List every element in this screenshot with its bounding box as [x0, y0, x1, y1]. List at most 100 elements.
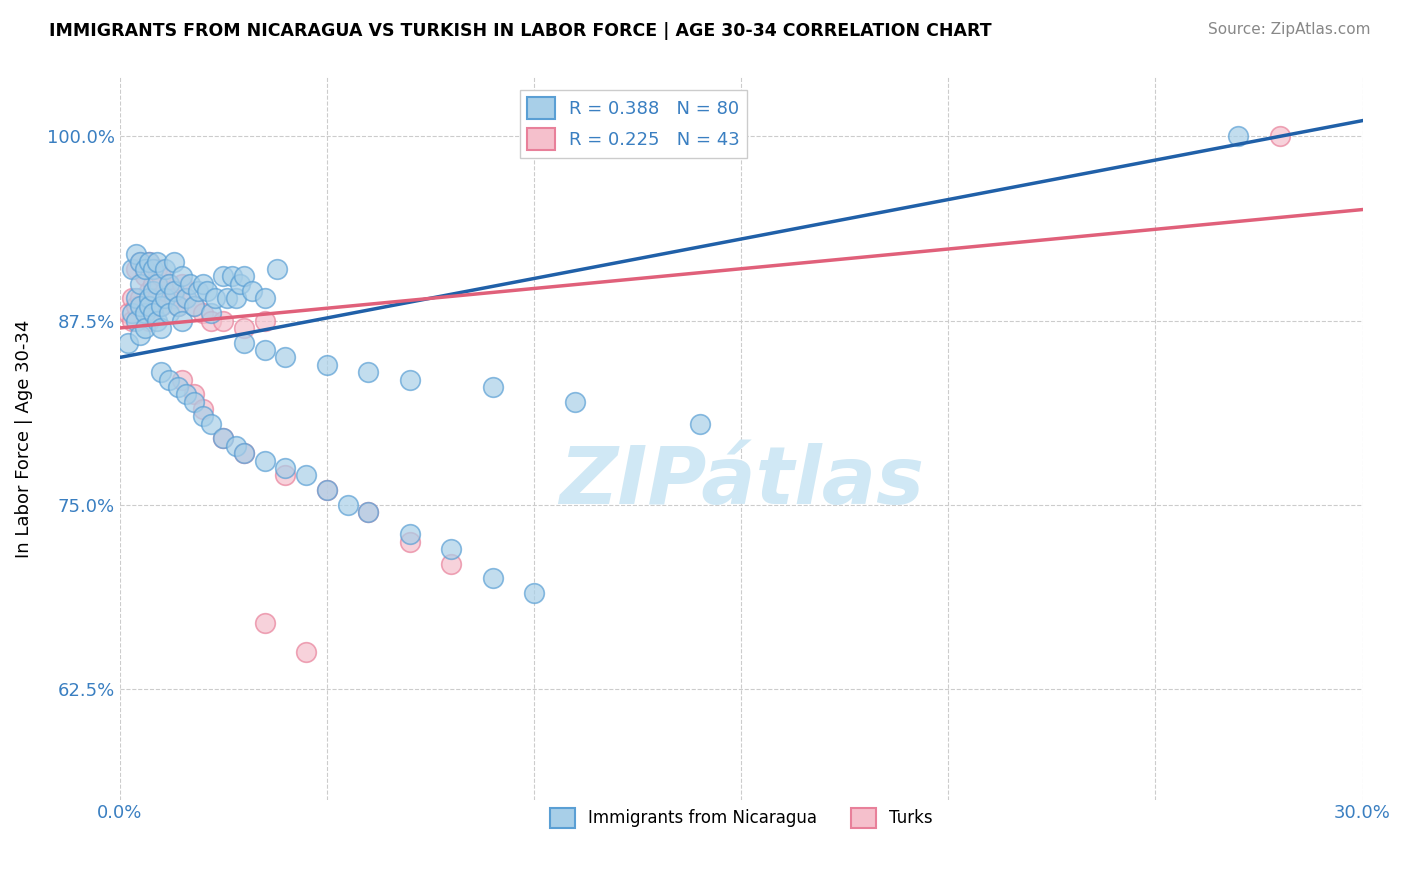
Point — [191, 306, 214, 320]
Point — [336, 498, 359, 512]
Point — [357, 505, 380, 519]
Point — [315, 483, 337, 497]
Point — [166, 299, 188, 313]
Point — [138, 292, 160, 306]
Point — [138, 313, 160, 327]
Point — [134, 321, 156, 335]
Point — [183, 387, 205, 401]
Point — [150, 269, 173, 284]
Point — [142, 299, 165, 313]
Point — [162, 292, 184, 306]
Point — [221, 269, 243, 284]
Point — [125, 262, 148, 277]
Point — [134, 269, 156, 284]
Point — [240, 284, 263, 298]
Point — [1227, 129, 1250, 144]
Point — [138, 299, 160, 313]
Point — [129, 277, 152, 291]
Point — [357, 365, 380, 379]
Point — [217, 292, 239, 306]
Point — [125, 313, 148, 327]
Point — [233, 446, 256, 460]
Point — [195, 284, 218, 298]
Point — [200, 417, 222, 431]
Point — [183, 299, 205, 313]
Point — [357, 505, 380, 519]
Point — [174, 292, 197, 306]
Point — [162, 284, 184, 298]
Point — [523, 586, 546, 600]
Point — [200, 313, 222, 327]
Point — [170, 277, 193, 291]
Point — [129, 292, 152, 306]
Point — [159, 277, 181, 291]
Point — [121, 313, 143, 327]
Point — [134, 262, 156, 277]
Point — [200, 306, 222, 320]
Point — [174, 292, 197, 306]
Point — [295, 468, 318, 483]
Point — [142, 262, 165, 277]
Point — [440, 541, 463, 556]
Point — [212, 432, 235, 446]
Point — [315, 358, 337, 372]
Point — [129, 299, 152, 313]
Point — [440, 557, 463, 571]
Point — [170, 313, 193, 327]
Point — [233, 269, 256, 284]
Point — [398, 534, 420, 549]
Point — [481, 572, 503, 586]
Point — [225, 292, 247, 306]
Point — [274, 461, 297, 475]
Point — [1268, 129, 1291, 144]
Point — [212, 313, 235, 327]
Point — [146, 254, 169, 268]
Point — [150, 299, 173, 313]
Point — [179, 277, 201, 291]
Point — [398, 372, 420, 386]
Point — [191, 277, 214, 291]
Point — [233, 321, 256, 335]
Point — [253, 615, 276, 630]
Point — [187, 284, 209, 298]
Point — [295, 645, 318, 659]
Point — [274, 351, 297, 365]
Point — [564, 394, 586, 409]
Point — [212, 269, 235, 284]
Point — [146, 313, 169, 327]
Point — [204, 292, 226, 306]
Point — [129, 254, 152, 268]
Point — [142, 284, 165, 298]
Point — [121, 292, 143, 306]
Point — [125, 247, 148, 261]
Point — [138, 284, 160, 298]
Point — [233, 335, 256, 350]
Point — [183, 394, 205, 409]
Point — [142, 306, 165, 320]
Point — [166, 299, 188, 313]
Point — [253, 292, 276, 306]
Text: Source: ZipAtlas.com: Source: ZipAtlas.com — [1208, 22, 1371, 37]
Point — [212, 432, 235, 446]
Point — [191, 409, 214, 424]
Point — [274, 468, 297, 483]
Point — [266, 262, 288, 277]
Point — [134, 306, 156, 320]
Point — [253, 313, 276, 327]
Point — [253, 343, 276, 357]
Point — [159, 277, 181, 291]
Point — [146, 292, 169, 306]
Point — [159, 372, 181, 386]
Y-axis label: In Labor Force | Age 30-34: In Labor Force | Age 30-34 — [15, 319, 32, 558]
Point — [155, 284, 177, 298]
Point — [129, 254, 152, 268]
Point — [174, 387, 197, 401]
Point — [159, 306, 181, 320]
Point — [170, 372, 193, 386]
Point — [183, 299, 205, 313]
Point — [233, 446, 256, 460]
Text: ZIPátlas: ZIPátlas — [558, 442, 924, 521]
Point — [398, 527, 420, 541]
Point — [117, 306, 139, 320]
Point — [150, 299, 173, 313]
